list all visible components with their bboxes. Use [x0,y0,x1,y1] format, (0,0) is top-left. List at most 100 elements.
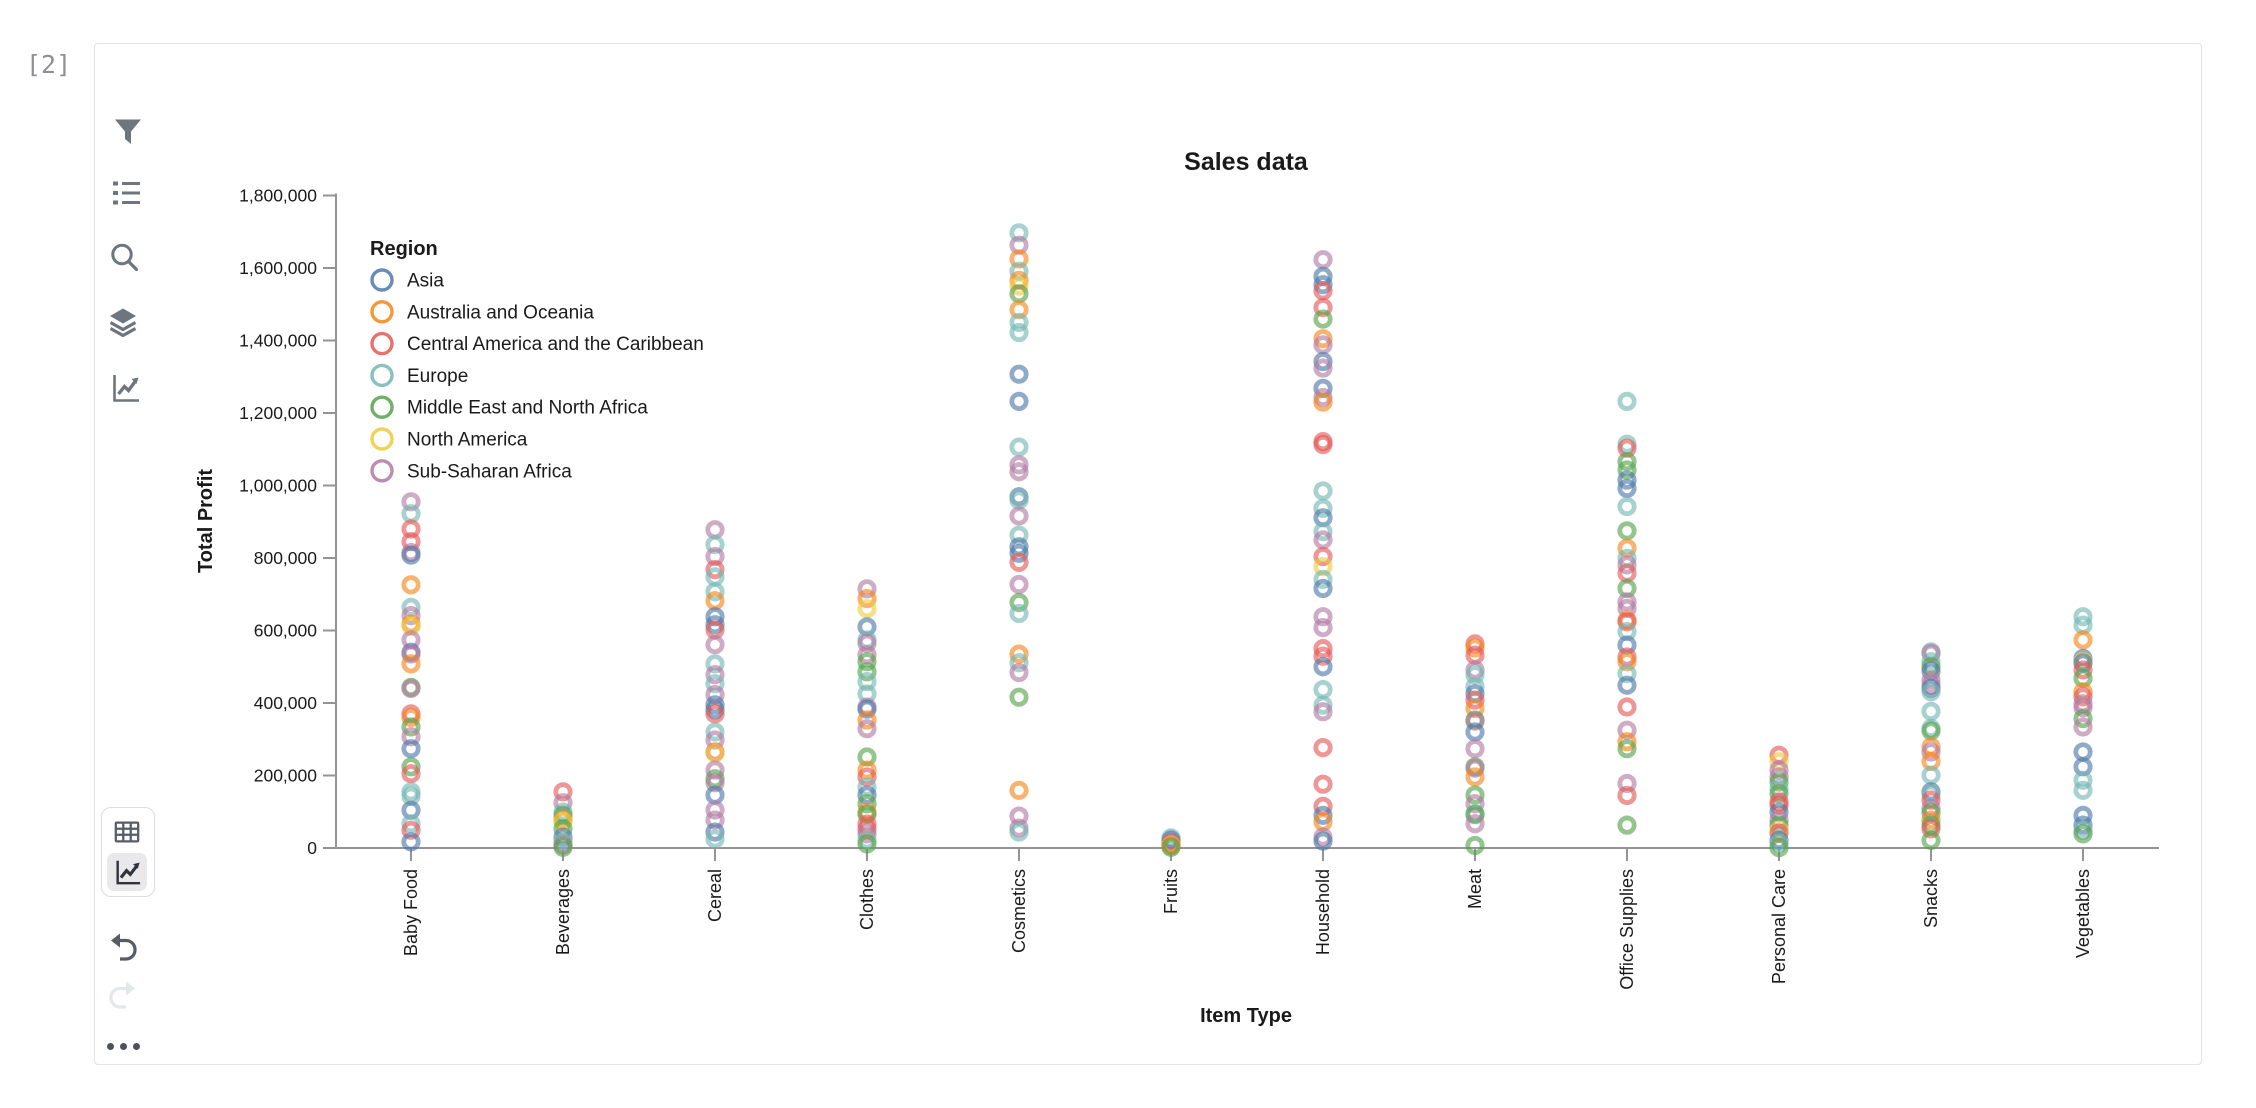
data-point[interactable] [1313,805,1333,825]
data-point[interactable] [401,504,421,524]
data-point[interactable] [1313,297,1333,318]
data-point[interactable] [1617,773,1637,794]
legend-item[interactable]: Sub-Saharan Africa [370,459,572,483]
data-point[interactable] [1009,276,1029,296]
data-point[interactable] [1313,774,1333,794]
data-point[interactable] [1313,358,1333,378]
data-point[interactable] [401,545,421,565]
data-point[interactable] [1617,470,1637,490]
data-point[interactable] [401,832,421,852]
legend-item[interactable]: Australia and Oceania [370,300,594,324]
data-point[interactable] [2073,698,2093,718]
chart-view-button[interactable] [107,853,147,891]
data-point[interactable] [1921,701,1941,721]
data-point[interactable] [401,820,421,840]
data-point[interactable] [2073,770,2093,790]
data-point[interactable] [1465,767,1485,787]
data-point[interactable] [1313,679,1333,700]
data-point[interactable] [1009,455,1029,475]
data-point[interactable] [1009,490,1029,510]
data-point[interactable] [705,520,725,540]
data-point[interactable] [1617,451,1637,472]
data-point[interactable] [1313,481,1333,501]
data-point[interactable] [1617,652,1637,672]
data-point[interactable] [705,654,725,674]
data-point[interactable] [1009,506,1029,526]
data-point[interactable] [1009,653,1029,673]
data-point[interactable] [1465,785,1485,805]
data-point[interactable] [705,800,725,820]
data-point[interactable] [1617,720,1637,740]
data-point[interactable] [705,743,725,763]
data-point[interactable] [1465,739,1485,759]
data-point[interactable] [1313,521,1333,542]
data-point[interactable] [2073,607,2093,627]
data-point[interactable] [1617,785,1637,806]
data-point[interactable] [1313,578,1333,599]
data-point[interactable] [1617,592,1637,612]
data-point[interactable] [857,633,877,653]
data-point[interactable] [857,710,877,730]
data-point[interactable] [1313,646,1333,666]
data-point[interactable] [1313,737,1333,758]
data-point[interactable] [705,559,725,580]
data-point[interactable] [705,704,725,724]
list-button[interactable] [106,173,146,213]
data-point[interactable] [401,492,421,512]
data-point[interactable] [1009,462,1029,482]
data-point[interactable] [401,739,421,759]
data-point[interactable] [857,645,877,665]
data-point[interactable] [1009,592,1029,613]
data-point[interactable] [1313,351,1333,372]
layers-button[interactable] [103,302,143,342]
undo-button[interactable] [103,927,143,967]
data-point[interactable] [1465,814,1485,834]
data-point[interactable] [1769,838,1789,858]
data-point[interactable] [1617,675,1637,695]
trend-chart-button[interactable] [105,368,145,408]
data-point[interactable] [2073,708,2093,729]
data-point[interactable] [1313,657,1333,677]
data-point[interactable] [1617,697,1637,717]
data-point[interactable] [1313,250,1333,270]
data-point[interactable] [1313,695,1333,715]
data-point[interactable] [1313,309,1333,329]
data-point[interactable] [705,810,725,830]
data-point[interactable] [1313,831,1333,851]
data-point[interactable] [1313,702,1333,722]
data-point[interactable] [1313,607,1333,627]
data-point[interactable] [857,767,877,787]
legend-item[interactable]: North America [370,427,528,451]
data-point[interactable] [2073,742,2093,762]
data-point[interactable] [1617,555,1637,575]
data-point[interactable] [1921,819,1941,839]
data-point[interactable] [401,644,421,664]
data-point[interactable] [1465,665,1485,685]
data-point[interactable] [1313,498,1333,518]
data-point[interactable] [1161,837,1181,857]
data-point[interactable] [1921,742,1941,762]
data-point[interactable] [1009,552,1029,572]
data-point[interactable] [1921,765,1941,785]
search-button[interactable] [104,237,144,277]
data-point[interactable] [857,579,877,599]
data-point[interactable] [1009,312,1029,332]
data-point[interactable] [705,534,725,555]
data-point[interactable] [705,829,725,849]
data-point[interactable] [1313,392,1333,412]
data-point[interactable] [857,599,877,619]
data-point[interactable] [705,722,725,742]
data-point[interactable] [1009,822,1029,842]
data-point[interactable] [1617,732,1637,752]
data-point[interactable] [1617,496,1637,517]
data-point[interactable] [1921,830,1941,850]
data-point[interactable] [1465,805,1485,825]
data-point[interactable] [1009,364,1029,384]
data-point[interactable] [401,814,421,834]
data-point[interactable] [553,782,573,802]
data-point[interactable] [1009,687,1029,707]
data-point[interactable] [1769,784,1789,804]
data-point[interactable] [1009,543,1029,563]
data-point[interactable] [1617,521,1637,541]
data-point[interactable] [401,764,421,784]
